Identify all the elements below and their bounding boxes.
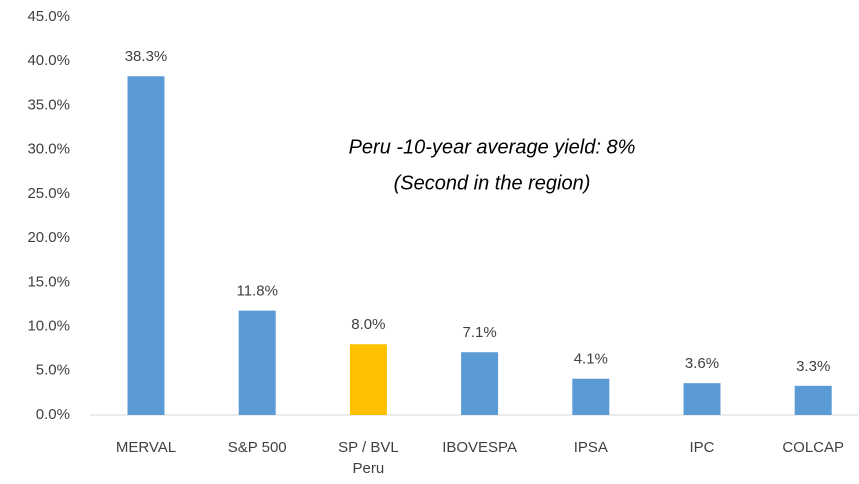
x-tick-label: SP / BVL Peru: [338, 439, 399, 477]
y-tick-label: 25.0%: [27, 185, 70, 202]
y-tick-label: 30.0%: [27, 141, 70, 158]
value-label: 3.3%: [796, 358, 830, 375]
x-tick-label: MERVAL: [115, 439, 177, 456]
bar: [794, 385, 832, 415]
x-tick-label: IBOVESPA: [442, 439, 517, 456]
bar: [127, 76, 165, 415]
y-tick-label: 45.0%: [27, 8, 70, 25]
bar: [461, 352, 499, 415]
y-tick-label: 20.0%: [27, 229, 70, 246]
value-label: 7.1%: [462, 324, 496, 341]
value-label: 8.0%: [351, 316, 385, 333]
x-tick-label: COLCAP: [782, 439, 845, 456]
annotation: Peru -10-year average yield: 8%: [349, 136, 636, 158]
annotation: (Second in the region): [394, 172, 591, 194]
value-label: 4.1%: [574, 351, 608, 368]
bar: [683, 383, 721, 415]
value-label: 11.8%: [236, 283, 277, 300]
y-tick-label: 0.0%: [36, 406, 70, 423]
y-tick-label: 40.0%: [27, 52, 70, 69]
bar: [572, 378, 610, 415]
bar: [349, 344, 387, 415]
y-tick-label: 10.0%: [27, 318, 70, 335]
x-tick-label: IPC: [689, 439, 715, 456]
x-tick-label: S&P 500: [227, 439, 287, 456]
bar: [238, 310, 276, 415]
value-label: 38.3%: [125, 48, 168, 65]
y-tick-label: 15.0%: [27, 273, 70, 290]
y-tick-label: 5.0%: [36, 362, 70, 379]
x-tick-label: IPSA: [573, 439, 608, 456]
value-label: 3.6%: [685, 355, 719, 372]
y-tick-label: 35.0%: [27, 96, 70, 113]
